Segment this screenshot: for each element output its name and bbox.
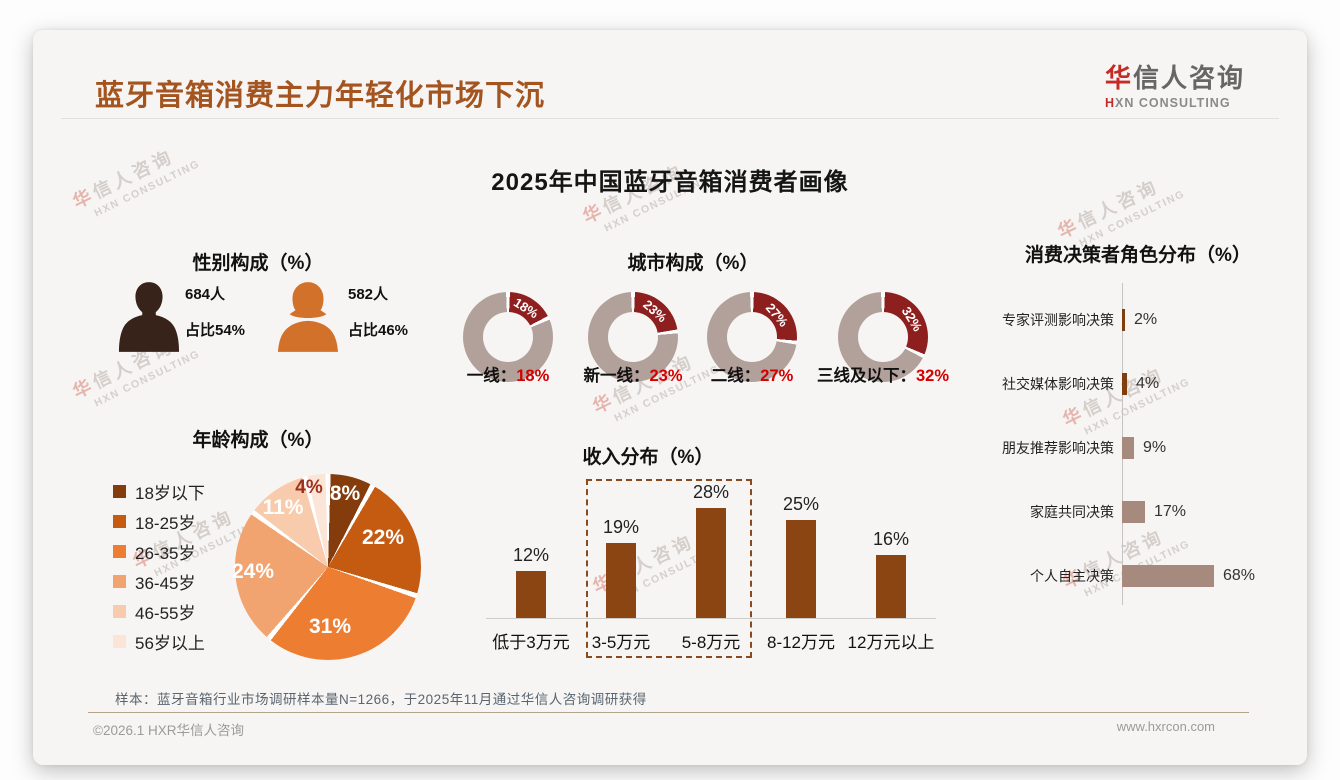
x-axis-tick-label: 8-12万元: [766, 633, 836, 652]
bar: [1122, 373, 1127, 395]
x-axis-tick-label: 3-5万元: [591, 633, 651, 652]
bar: [1122, 565, 1214, 587]
bar: [786, 520, 816, 618]
hbar-category-label: 朋友推荐影响决策: [1002, 440, 1114, 456]
donut-chart-tier1: 18%: [463, 292, 553, 382]
x-axis-tick-label: 低于3万元: [492, 633, 570, 652]
donut-chart-tier3: 32%: [838, 292, 928, 382]
decision-section-title: 消费决策者角色分布（%）: [1025, 245, 1251, 266]
hbar-value-label: 17%: [1154, 503, 1187, 520]
pie-value-label: 22%: [361, 526, 405, 549]
decision-bar-chart: 专家评测影响决策 2% 社交媒体影响决策 4% 朋友推荐影响决策 9% 家庭共同决策 1…: [968, 298, 1298, 629]
bar-column: 16%: [846, 470, 936, 618]
bar: [1122, 309, 1125, 331]
age-pie-chart: 8% 22% 31% 24% 11% 4%: [231, 474, 421, 660]
bar-column: 25%: [756, 470, 846, 618]
legend-swatch: [113, 514, 126, 528]
age-section-title: 年龄构成（%）: [192, 430, 324, 451]
gender-section-title: 性别构成（%）: [192, 253, 324, 274]
donut-caption: 新一线：23%: [583, 367, 683, 385]
legend-item: 56岁以上: [113, 626, 205, 656]
sample-note: 样本：蓝牙音箱行业市场调研样本量N=1266，于2025年11月通过华信人咨询调…: [115, 692, 647, 707]
female-icon: [277, 282, 339, 352]
chart-main-title: 2025年中国蓝牙音箱消费者画像: [491, 169, 849, 196]
male-share: 占比54%: [185, 322, 246, 339]
pie-value-label: 4%: [295, 477, 323, 498]
legend-item: 18岁以下: [113, 476, 205, 506]
female-count: 582人: [348, 286, 389, 303]
legend-swatch: [113, 604, 126, 618]
pie-value-label: 31%: [308, 615, 352, 638]
legend-swatch: [113, 634, 126, 648]
male-icon: [118, 282, 180, 352]
hbar-value-label: 4%: [1136, 375, 1160, 392]
bar: [1122, 501, 1145, 523]
hbar-category-label: 个人自主决策: [1030, 568, 1114, 584]
legend-swatch: [113, 484, 126, 498]
bar: [606, 543, 636, 618]
city-section-title: 城市构成（%）: [627, 253, 759, 274]
bar-column: 12%: [486, 470, 576, 618]
hbar-value-label: 68%: [1223, 567, 1256, 584]
donut-value-label: 32%: [898, 303, 926, 335]
donut-caption: 一线：18%: [466, 367, 550, 385]
donut-chart-new-tier1: 23%: [588, 292, 678, 382]
donut-caption: 三线及以下：32%: [816, 367, 950, 385]
income-bar-chart: 12% 19% 28% 25% 16% 低于3万元 3-5万元 5-8万元 8-…: [486, 470, 936, 700]
legend-swatch: [113, 544, 126, 558]
bar: [516, 571, 546, 618]
bar-value-label: 19%: [602, 517, 640, 537]
x-axis-tick-label: 12万元以上: [847, 633, 935, 652]
hbar-category-label: 社交媒体影响决策: [1002, 376, 1114, 392]
bar-value-label: 16%: [872, 529, 910, 549]
income-section-title: 收入分布（%）: [582, 447, 714, 468]
footer-divider: [88, 712, 1249, 713]
bar: [1122, 437, 1134, 459]
legend-item: 18-25岁: [113, 506, 205, 536]
header-divider: [61, 118, 1279, 119]
hbar-row: 社交媒体影响决策 4%: [968, 373, 1298, 395]
x-axis-tick-label: 5-8万元: [681, 633, 741, 652]
bar: [696, 508, 726, 618]
hbar-row: 个人自主决策 68%: [968, 565, 1298, 587]
logo-chinese: 华信人咨询: [1104, 63, 1245, 93]
hbar-category-label: 专家评测影响决策: [1002, 312, 1114, 328]
hbar-value-label: 2%: [1134, 311, 1158, 328]
donut-value-label: 23%: [640, 296, 670, 326]
bar-column: 19%: [576, 470, 666, 618]
hbar-row: 朋友推荐影响决策 9%: [968, 437, 1298, 459]
bar-column: 28%: [666, 470, 756, 618]
hbar-value-label: 9%: [1143, 439, 1167, 456]
bar: [876, 555, 906, 618]
legend-item: 26-35岁: [113, 536, 205, 566]
bar-value-label: 28%: [692, 482, 730, 502]
bar-value-label: 12%: [512, 545, 550, 565]
pie-value-label: 8%: [329, 482, 361, 505]
x-axis-line: [486, 618, 936, 619]
company-logo: 华信人咨询 HXN CONSULTING: [1105, 58, 1245, 110]
donut-caption: 二线：27%: [710, 367, 794, 385]
donut-value-label: 27%: [762, 300, 792, 330]
hbar-row: 家庭共同决策 17%: [968, 501, 1298, 523]
copyright-text: ©2026.1 HXR华信人咨询: [93, 723, 244, 738]
pie-value-label: 11%: [262, 496, 304, 519]
hbar-category-label: 家庭共同决策: [1030, 504, 1114, 520]
website-url: www.hxrcon.com: [1116, 719, 1215, 734]
legend-swatch: [113, 574, 126, 588]
pie-value-label: 24%: [231, 560, 275, 583]
donut-chart-tier2: 27%: [707, 292, 797, 382]
highlight-dashed-box: [586, 479, 752, 658]
age-legend: 18岁以下 18-25岁 26-35岁 36-45岁 46-55岁 56岁以上: [113, 476, 205, 656]
logo-english: HXN CONSULTING: [1104, 96, 1231, 110]
slide-card: 华信人咨询 HXN CONSULTING 华信人咨询 HXN CONSULTING …: [33, 30, 1307, 765]
donut-value-label: 18%: [510, 294, 542, 322]
page-title: 蓝牙音箱消费主力年轻化市场下沉: [95, 80, 546, 112]
bar-value-label: 25%: [782, 494, 820, 514]
legend-item: 36-45岁: [113, 566, 205, 596]
hbar-row: 专家评测影响决策 2%: [968, 309, 1298, 331]
male-count: 684人: [185, 286, 226, 303]
legend-item: 46-55岁: [113, 596, 205, 626]
female-share: 占比46%: [348, 322, 409, 339]
